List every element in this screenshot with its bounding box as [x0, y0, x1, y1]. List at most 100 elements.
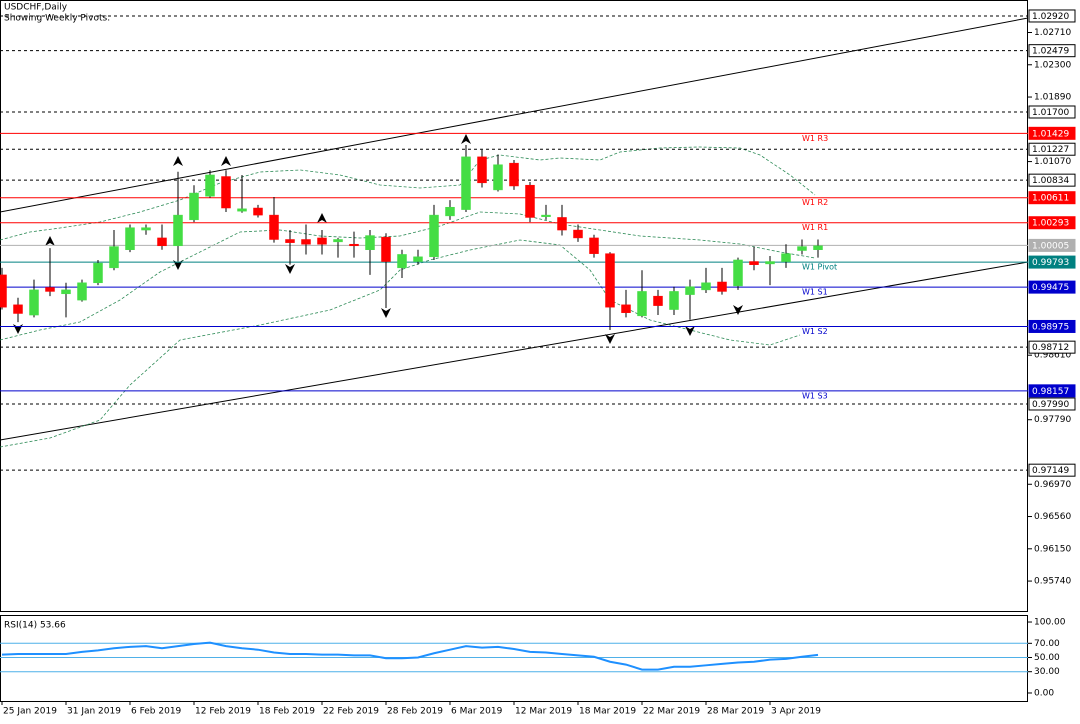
y-tick-label: 1.01070 [1034, 157, 1071, 167]
candle-body [141, 227, 151, 231]
y-tick-label: 0.96970 [1034, 480, 1071, 490]
y-tick-label: 0.97790 [1034, 415, 1071, 425]
x-tick-label: 3 Apr 2019 [771, 707, 821, 717]
y-tick-label: 100.00 [1034, 618, 1066, 628]
y-tick-label: 50.00 [1034, 653, 1060, 663]
candle-body [221, 176, 231, 209]
candle-body [573, 229, 583, 239]
candle-body [269, 214, 279, 240]
level-label: 1.02920 [1032, 12, 1069, 22]
bands [0, 146, 816, 448]
candle-body [397, 254, 407, 269]
fractal-up [45, 236, 55, 246]
candle-body [509, 162, 519, 187]
candle-body [333, 239, 343, 243]
pivot-tag: W1 S2 [802, 327, 828, 336]
candle-body [461, 156, 471, 210]
level-box [1028, 384, 1076, 398]
candle-body [525, 184, 535, 218]
y-tick-label: 0.96150 [1034, 544, 1071, 554]
candle-body [557, 217, 567, 231]
x-tick-label: 28 Mar 2019 [707, 707, 764, 717]
candle-body [541, 214, 551, 217]
level-label: 0.99793 [1032, 258, 1069, 268]
candle-body [445, 206, 455, 217]
candle-body [685, 286, 695, 295]
level-label: 1.00293 [1032, 219, 1069, 229]
trend-line [0, 17, 1029, 213]
candle-body [813, 245, 823, 250]
fractal-down [381, 308, 391, 318]
level-box [1028, 319, 1076, 333]
x-tick-label: 31 Jan 2019 [67, 707, 121, 717]
level-label: 1.00005 [1032, 241, 1069, 251]
level-box [1028, 142, 1076, 156]
fractal-down [685, 326, 695, 336]
x-tick-label: 22 Mar 2019 [643, 707, 700, 717]
level-label: 1.01700 [1032, 108, 1069, 118]
candle-body [381, 236, 391, 262]
x-tick-label: 28 Feb 2019 [387, 707, 443, 717]
y-tick-label: 0.00 [1034, 688, 1054, 698]
rsi-line [1, 641, 819, 671]
candle-body [93, 262, 103, 284]
level-label: 0.98157 [1032, 387, 1069, 397]
pivot-tag: W1 Pivot [802, 263, 837, 272]
fractal-up [221, 156, 231, 166]
x-tick-label: 18 Feb 2019 [259, 707, 315, 717]
level-label: 0.97990 [1032, 400, 1069, 410]
y-tick-label: 70.00 [1034, 639, 1060, 649]
pivot-tag: W1 S1 [802, 288, 828, 297]
pivot-tag: W1 S3 [802, 391, 828, 400]
candle-body [205, 174, 215, 197]
candle-body [637, 291, 647, 317]
candle-body [77, 282, 87, 301]
level-label: 1.00834 [1032, 176, 1069, 186]
candle-body [797, 246, 807, 251]
fractal-down [285, 264, 295, 274]
candle-body [765, 261, 775, 265]
pivot-tag: W1 R1 [802, 223, 828, 232]
candle-body [749, 261, 759, 265]
level-box [1028, 216, 1076, 230]
fractal-up [173, 156, 183, 166]
fractal-up [317, 213, 327, 223]
candle-body [61, 289, 71, 295]
x-tick-label: 12 Feb 2019 [195, 707, 251, 717]
x-tick-label: 22 Feb 2019 [323, 707, 379, 717]
x-tick-label: 25 Jan 2019 [3, 707, 57, 717]
x-tick-label: 6 Feb 2019 [131, 707, 182, 717]
rsi-title: RSI(14) 53.66 [4, 621, 66, 631]
candle-body [109, 246, 119, 269]
pivot-tag: W1 R2 [802, 198, 828, 207]
level-box [1028, 105, 1076, 119]
rsi-panel [0, 615, 1028, 702]
level-box [1028, 126, 1076, 140]
candle-body [301, 239, 311, 245]
trend-line [0, 261, 1029, 441]
candle-body [493, 164, 503, 191]
band-upper [0, 146, 816, 241]
candle-body [285, 239, 295, 243]
level-box [1028, 340, 1076, 354]
candle-body [589, 237, 599, 254]
candle-body [717, 281, 727, 292]
y-tick-label: 0.95740 [1034, 577, 1071, 587]
level-box [1028, 44, 1076, 58]
y-tick-label: 1.02710 [1034, 28, 1071, 38]
candle-body [605, 253, 615, 308]
candle-body [701, 282, 711, 291]
candle-body [45, 287, 55, 292]
level-box [1028, 397, 1076, 411]
candle-body [429, 214, 439, 258]
y-tick-label: 0.96560 [1034, 512, 1071, 522]
candle-body [413, 256, 423, 262]
candle-body [13, 304, 23, 314]
candle-body [0, 274, 7, 308]
candle-body [621, 304, 631, 313]
y-tick-label: 1.02300 [1034, 60, 1071, 70]
candle-body [653, 295, 663, 306]
